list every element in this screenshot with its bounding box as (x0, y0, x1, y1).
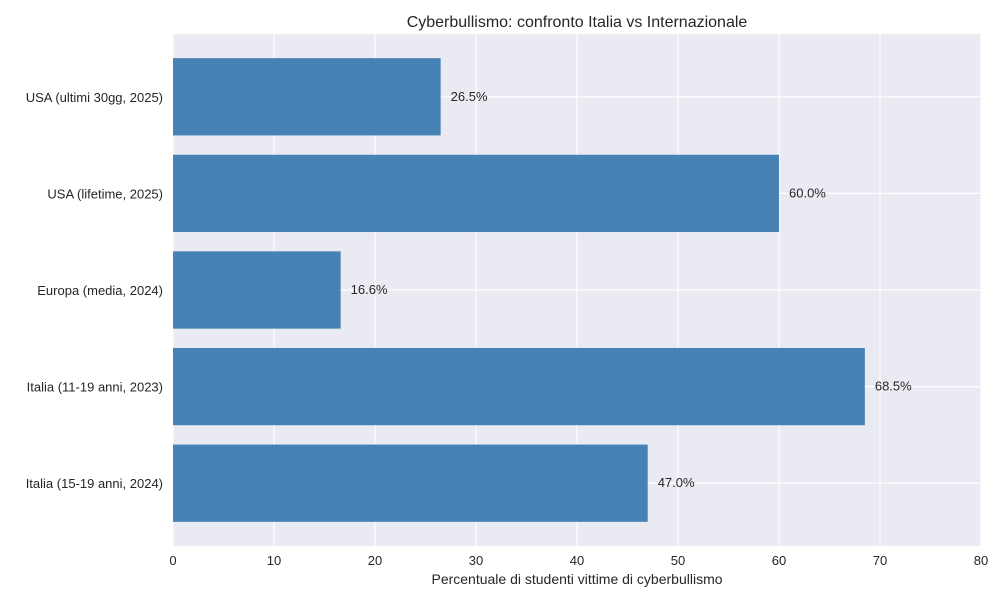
x-axis-label: Percentuale di studenti vittime di cyber… (431, 571, 722, 587)
bar (173, 251, 341, 329)
bar-value-label: 26.5% (451, 89, 488, 104)
bar-value-label: 16.6% (351, 282, 388, 297)
x-tick-label: 80 (974, 553, 988, 568)
x-tick-label: 10 (267, 553, 281, 568)
y-tick-labels: Italia (15-19 anni, 2024) Italia (11-19 a… (26, 90, 163, 491)
x-tick-label: 70 (873, 553, 887, 568)
data-labels: 47.0% 68.5% 16.6% 60.0% 26.5% (351, 89, 912, 490)
bars (173, 58, 865, 522)
x-tick-label: 60 (772, 553, 786, 568)
chart-title: Cyberbullismo: confronto Italia vs Inter… (407, 14, 748, 31)
x-tick-label: 40 (570, 553, 584, 568)
y-tick-label: USA (lifetime, 2025) (47, 186, 163, 201)
x-tick-label: 50 (671, 553, 685, 568)
y-tick-label: Italia (15-19 anni, 2024) (26, 476, 163, 491)
bar (173, 154, 779, 233)
x-tick-label: 20 (368, 553, 382, 568)
bar (173, 58, 441, 136)
bar-value-label: 60.0% (789, 185, 826, 200)
bar-value-label: 68.5% (875, 379, 912, 394)
y-tick-label: Italia (11-19 anni, 2023) (27, 380, 163, 395)
bar (173, 347, 865, 426)
bar (173, 444, 648, 522)
bar-value-label: 47.0% (658, 475, 695, 490)
x-tick-labels: 0 10 20 30 40 50 60 70 80 (169, 553, 988, 568)
y-tick-label: USA (ultimi 30gg, 2025) (26, 90, 163, 105)
x-tick-label: 30 (469, 553, 483, 568)
x-tick-label: 0 (169, 553, 176, 568)
y-tick-label: Europa (media, 2024) (37, 283, 163, 298)
